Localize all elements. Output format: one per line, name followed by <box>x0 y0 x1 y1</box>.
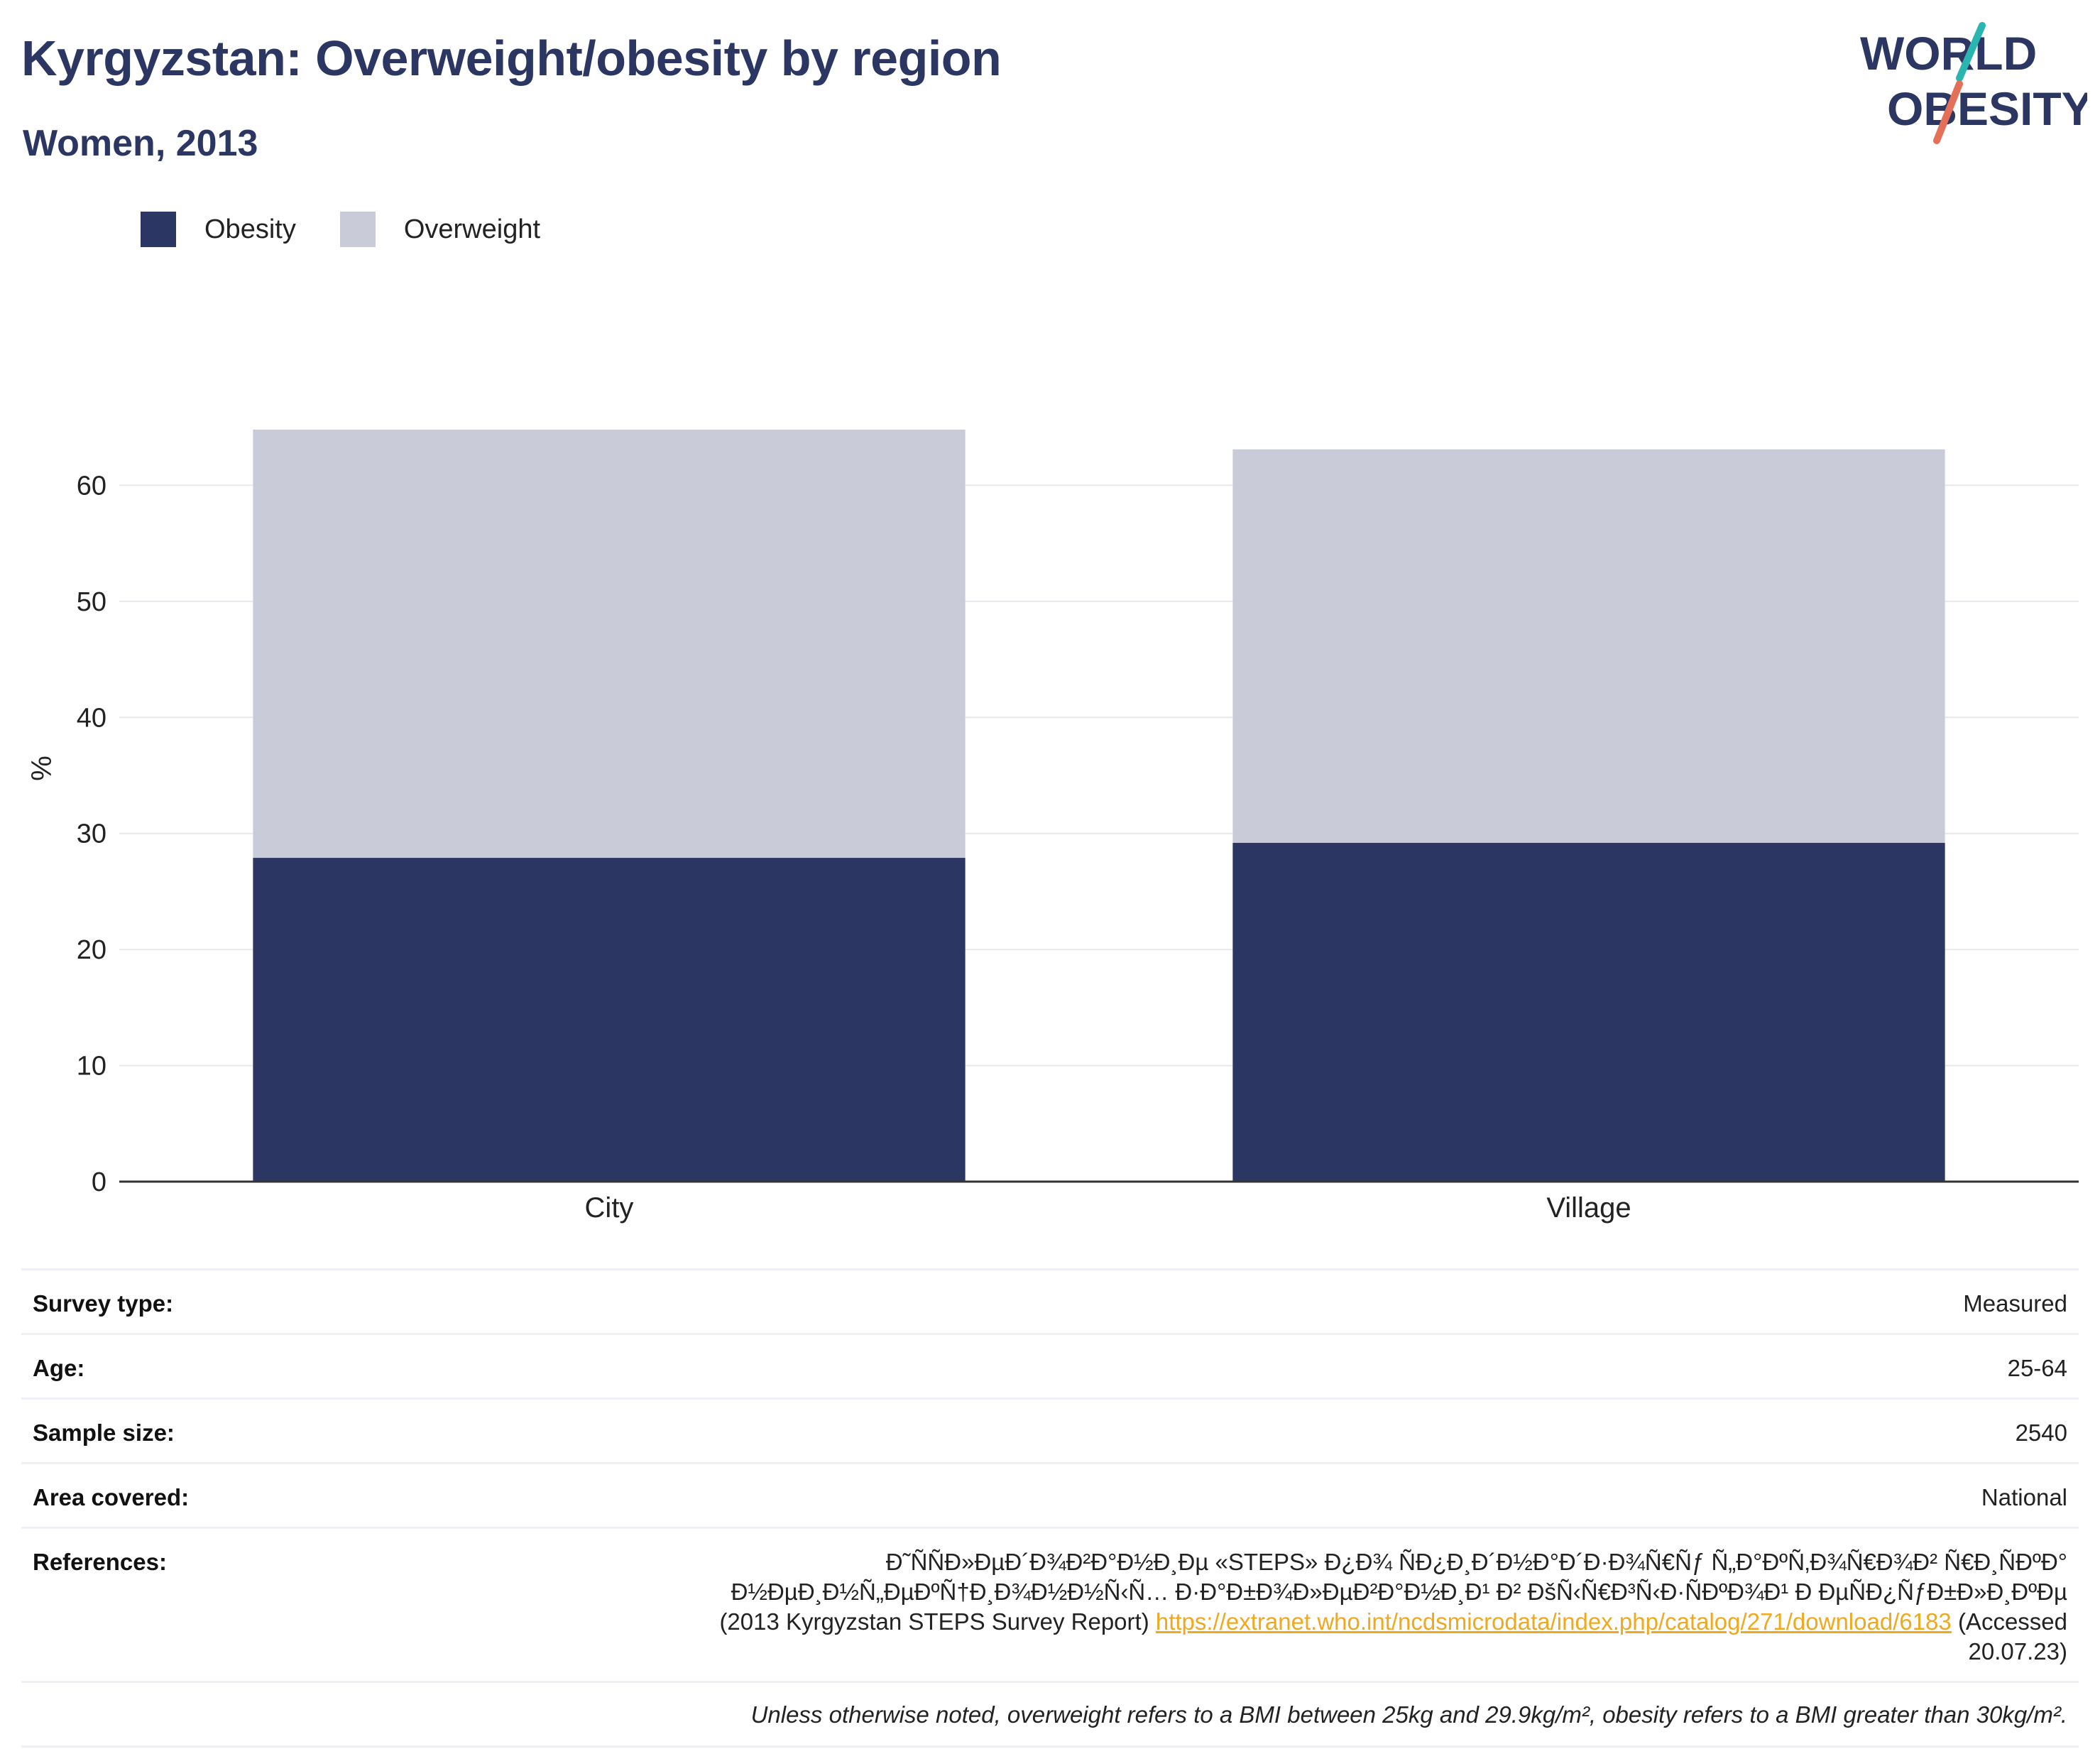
logo-slash-coral <box>1933 80 1963 144</box>
bmi-definition-note: Unless otherwise noted, overweight refer… <box>21 1681 2079 1748</box>
references-text: Ð˜ÑÑÐ»ÐµÐ´Ð¾Ð²Ð°Ð½Ð¸Ðµ «STEPS» Ð¿Ð¾ ÑÐ¿Ð… <box>718 1547 2067 1667</box>
meta-label: References: <box>33 1549 167 1575</box>
legend-swatch-obesity <box>141 212 176 247</box>
references-line3: (2013 Kyrgyzstan STEPS Survey Report) <box>719 1608 1149 1635</box>
meta-value: 25-64 <box>2007 1355 2067 1381</box>
bar-obesity-city[interactable] <box>253 858 966 1182</box>
y-tick-label: 10 <box>77 1052 106 1081</box>
chart-title: Kyrgyzstan: Overweight/obesity by region <box>21 31 1002 86</box>
legend-item-obesity[interactable]: Obesity <box>141 212 296 247</box>
references-accessed: (Accessed 20.07.23) <box>1957 1608 2067 1664</box>
references-line1: Ð˜ÑÑÐ»ÐµÐ´Ð¾Ð²Ð°Ð½Ð¸Ðµ «STEPS» Ð¿Ð¾ ÑÐ¿Ð… <box>885 1549 2067 1575</box>
bar-overweight-village[interactable] <box>1232 449 1945 843</box>
y-tick-label: 40 <box>77 703 106 733</box>
legend-item-overweight[interactable]: Overweight <box>339 212 541 247</box>
meta-row-survey-type: Survey type: Measured <box>21 1268 2079 1333</box>
meta-label: Area covered: <box>33 1484 190 1510</box>
meta-value: National <box>1981 1484 2067 1510</box>
y-tick-label: 50 <box>77 587 106 617</box>
stacked-bar-chart: 0 10 20 30 40 50 60% City Village <box>26 429 2079 1224</box>
meta-label: Sample size: <box>33 1420 175 1446</box>
x-tick-label: Village <box>1546 1192 1631 1224</box>
y-axis-label: % <box>26 756 58 781</box>
meta-row-sample-size: Sample size: 2540 <box>21 1397 2079 1462</box>
meta-row-references: References: Ð˜ÑÑÐ»ÐµÐ´Ð¾Ð²Ð°Ð½Ð¸Ðµ «STEP… <box>21 1527 2079 1681</box>
y-tick-label: 30 <box>77 819 106 849</box>
bar-obesity-village[interactable] <box>1232 842 1945 1182</box>
world-obesity-logo: WORLD OBESITY <box>1846 20 2093 148</box>
y-tick-label: 20 <box>77 935 106 965</box>
chart-subtitle: Women, 2013 <box>23 123 258 164</box>
meta-row-area: Area covered: National <box>21 1462 2079 1527</box>
meta-label: Survey type: <box>33 1290 174 1317</box>
y-tick-label: 60 <box>77 471 106 501</box>
x-tick-label: City <box>585 1192 634 1224</box>
legend-swatch-overweight <box>339 212 376 247</box>
logo-line2: OBESITY <box>1887 82 2087 135</box>
y-tick-label: 0 <box>92 1167 106 1197</box>
bar-overweight-city[interactable] <box>253 429 966 859</box>
logo-line1: WORLD <box>1860 27 2037 80</box>
reference-link[interactable]: https://extranet.who.int/ncdsmicrodata/i… <box>1155 1608 1952 1635</box>
logo-slash-teal <box>1956 22 1986 82</box>
meta-row-age: Age: 25-64 <box>21 1333 2079 1397</box>
legend-label-overweight: Overweight <box>403 214 541 244</box>
meta-value: 2540 <box>2015 1420 2067 1446</box>
meta-label: Age: <box>33 1355 85 1381</box>
chart-legend: Obesity Overweight <box>141 210 584 249</box>
survey-metadata-table: Survey type: Measured Age: 25-64 Sample … <box>21 1268 2079 1748</box>
legend-label-obesity: Obesity <box>204 214 296 244</box>
references-line2: Ð½ÐµÐ¸Ð½Ñ„ÐµÐºÑ†Ð¸Ð¾Ð½Ð½Ñ‹Ñ… Ð·Ð°Ð±Ð¾Ð»Ð… <box>731 1579 2067 1605</box>
meta-value: Measured <box>1963 1290 2067 1317</box>
